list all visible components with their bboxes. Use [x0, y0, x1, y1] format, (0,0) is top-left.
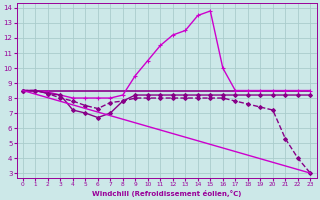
X-axis label: Windchill (Refroidissement éolien,°C): Windchill (Refroidissement éolien,°C) [92, 190, 241, 197]
